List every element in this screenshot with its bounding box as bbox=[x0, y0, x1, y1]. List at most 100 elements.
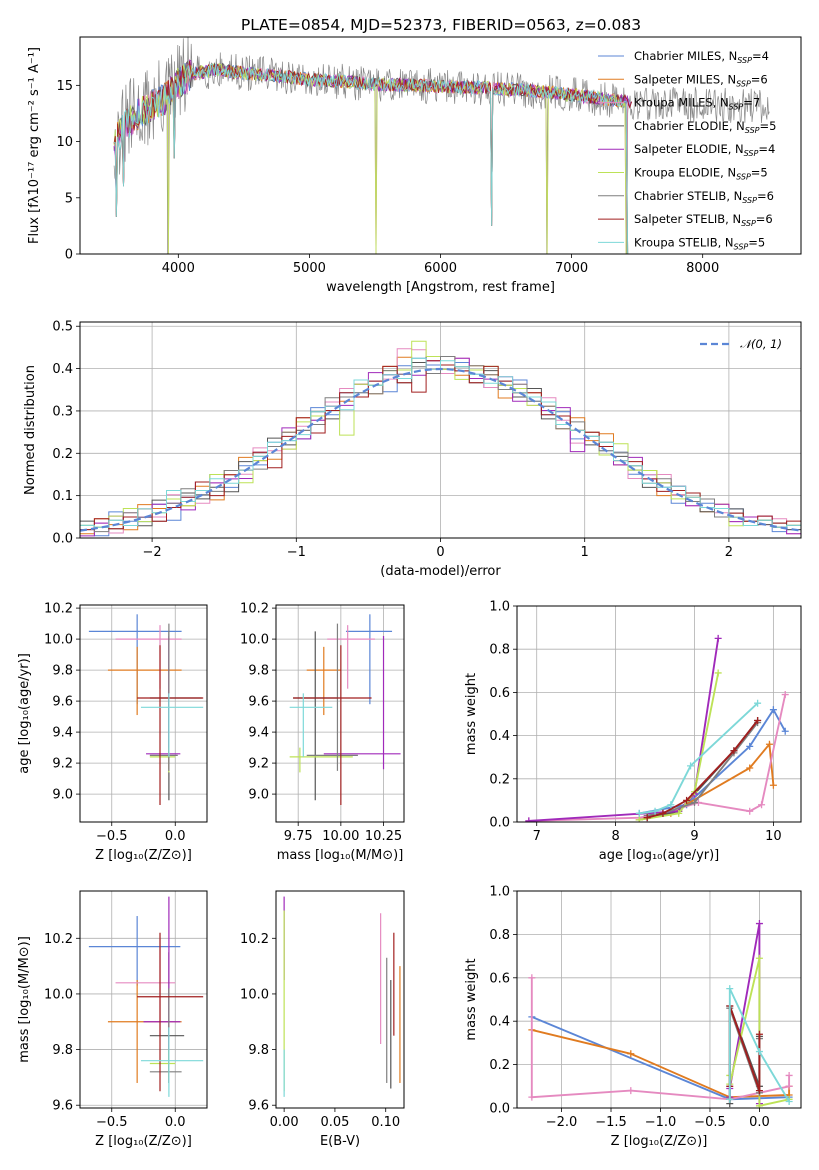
ticks: 0.00 0.05 0.10 9.6 9.8 10.0 10.2 bbox=[240, 932, 400, 1130]
legend-label: Chabrier STELIB, NSSP=6 bbox=[634, 189, 774, 205]
axes-frame bbox=[79, 321, 802, 539]
x-tick-label: 0.0 bbox=[165, 1115, 186, 1130]
x-tick-label: 0.0 bbox=[165, 829, 186, 844]
plot-area bbox=[525, 634, 789, 822]
x-tick-label: 9 bbox=[690, 829, 698, 844]
data-point bbox=[635, 809, 643, 817]
x-axis-label: mass [log₁₀(M/M⊙)] bbox=[277, 848, 404, 863]
y-tick-label: 9.6 bbox=[52, 1099, 73, 1114]
x-tick-label: 0.0 bbox=[749, 1115, 770, 1130]
x-tick-label: 0.05 bbox=[320, 1115, 349, 1130]
point-salpeter-elodie bbox=[323, 636, 401, 770]
x-tick-label: 10.25 bbox=[365, 829, 402, 844]
data-point bbox=[651, 807, 659, 815]
spectrum-line-chabrier-stelib bbox=[113, 37, 770, 254]
x-tick-label: −2.0 bbox=[546, 1115, 578, 1130]
y-tick-label: 10.2 bbox=[240, 602, 269, 617]
data-point bbox=[765, 740, 773, 748]
ticks: −2.0 −1.5 −1.0 −0.5 0.0 0.0 0.2 0.4 0.6 0.8 1.0 bbox=[489, 885, 769, 1131]
x-tick-label: 0.00 bbox=[270, 1115, 299, 1130]
point-salpeter-stelib bbox=[293, 645, 372, 805]
x-tick-label: 4000 bbox=[162, 261, 195, 276]
y-tick-label: 9.8 bbox=[52, 664, 73, 679]
point-kroupa-miles bbox=[327, 625, 375, 689]
data-point bbox=[528, 974, 536, 982]
series-line bbox=[728, 988, 790, 1102]
series-kroupa-stelib bbox=[635, 699, 762, 817]
y-tick-label: 10.0 bbox=[44, 987, 73, 1002]
y-tick-label: 10.0 bbox=[44, 633, 73, 648]
x-tick-label: 10 bbox=[765, 829, 782, 844]
x-tick-label: 7000 bbox=[555, 261, 588, 276]
y-axis-label: Flux [fλ10⁻¹⁷ erg cm⁻² s⁻¹ A⁻¹] bbox=[27, 47, 42, 244]
y-tick-label: 9.6 bbox=[248, 1099, 269, 1114]
axes-frame bbox=[516, 890, 802, 1109]
plot-area bbox=[80, 340, 801, 538]
y-tick-label: 10 bbox=[56, 135, 73, 150]
point-kroupa-elodie bbox=[289, 747, 353, 773]
y-tick-label: 9.4 bbox=[52, 726, 73, 741]
x-axis-label: (data-model)/error bbox=[380, 564, 501, 579]
x-axis-label: E(B-V) bbox=[320, 1134, 360, 1149]
y-tick-label: 0.8 bbox=[489, 928, 510, 943]
figure-title: PLATE=0854, MJD=52373, FIBERID=0563, z=0… bbox=[241, 16, 641, 34]
point-chabrier-miles bbox=[88, 916, 181, 986]
data-point bbox=[525, 817, 533, 822]
panel-spectrum: 4000 5000 6000 7000 8000 0 5 10 15 wavelength [An… bbox=[27, 36, 802, 295]
x-tick-label: −1.5 bbox=[595, 1115, 627, 1130]
x-axis-label: wavelength [Angstrom, rest frame] bbox=[326, 280, 555, 295]
data-point bbox=[755, 1087, 763, 1095]
x-tick-label: 8000 bbox=[686, 261, 719, 276]
y-tick-label: 10.0 bbox=[240, 633, 269, 648]
x-tick-label: 0 bbox=[436, 545, 444, 560]
data-point bbox=[758, 801, 766, 809]
ticks: −2 −1 0 1 2 0.0 0.1 0.2 0.3 0.4 0.5 bbox=[52, 320, 733, 560]
data-point bbox=[627, 1050, 635, 1058]
x-axis-label: Z [log₁₀(Z/Z⊙)] bbox=[611, 1134, 708, 1149]
y-tick-label: 0.6 bbox=[489, 686, 510, 701]
y-tick-label: 0.4 bbox=[52, 362, 73, 377]
y-tick-label: 9.0 bbox=[52, 788, 73, 803]
panel-age_vs_Z: −0.5 0.0 9.0 9.2 9.4 9.6 9.8 10.0 10.2 Z [log₁₀(Z… bbox=[17, 602, 208, 863]
x-tick-label: 2 bbox=[725, 545, 733, 560]
panel-histogram: −2 −1 0 1 2 0.0 0.1 0.2 0.3 0.4 0.5 (data-model)/er… bbox=[23, 320, 802, 579]
plot-area bbox=[88, 896, 204, 1097]
data-point bbox=[746, 807, 754, 815]
y-axis-label: Normed distribution bbox=[23, 365, 38, 495]
gridlines bbox=[80, 605, 207, 822]
data-point bbox=[675, 809, 683, 817]
y-tick-label: 10.2 bbox=[44, 932, 73, 947]
data-point bbox=[691, 799, 698, 807]
data-point bbox=[754, 716, 762, 724]
x-tick-label: −0.5 bbox=[96, 829, 128, 844]
data-point bbox=[687, 762, 695, 770]
point-salpeter-stelib bbox=[137, 932, 204, 1092]
data-point bbox=[746, 764, 754, 772]
y-tick-label: 0.0 bbox=[489, 816, 510, 831]
data-point bbox=[683, 796, 691, 804]
x-tick-label: 8 bbox=[611, 829, 619, 844]
data-point bbox=[755, 954, 763, 962]
legend: 𝒩(0, 1) bbox=[700, 337, 782, 351]
point-chabrier-miles bbox=[345, 614, 393, 705]
legend-label: Chabrier ELODIE, NSSP=5 bbox=[634, 119, 776, 135]
data-point bbox=[769, 706, 777, 714]
legend-label: Kroupa ELODIE, NSSP=5 bbox=[634, 166, 768, 182]
y-tick-label: 9.8 bbox=[52, 1043, 73, 1058]
y-tick-label: 0.0 bbox=[489, 1102, 510, 1117]
ticks: 4000 5000 6000 7000 8000 0 5 10 15 bbox=[56, 79, 719, 276]
x-tick-label: −1 bbox=[287, 545, 306, 560]
plot-area bbox=[88, 614, 204, 805]
x-tick-label: −2 bbox=[143, 545, 162, 560]
axes-frame bbox=[516, 605, 802, 823]
data-point bbox=[785, 1071, 793, 1079]
x-tick-label: −1.0 bbox=[645, 1115, 677, 1130]
data-point bbox=[667, 801, 675, 809]
data-point bbox=[730, 747, 738, 755]
data-point bbox=[726, 985, 734, 993]
x-tick-label: 10.00 bbox=[322, 829, 359, 844]
legend-label: 𝒩(0, 1) bbox=[740, 337, 782, 351]
y-tick-label: 9.6 bbox=[248, 695, 269, 710]
y-tick-label: 9.0 bbox=[248, 788, 269, 803]
